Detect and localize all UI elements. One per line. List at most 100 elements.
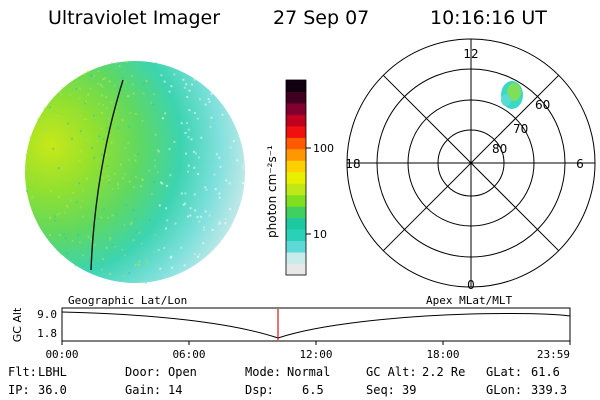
speckle-pixel	[25, 167, 28, 170]
speckle-pixel	[137, 153, 140, 156]
timeline-axis-title: GC Alt	[11, 307, 24, 342]
timeline-ymin: 1.8	[37, 327, 57, 340]
speckle-pixel	[165, 184, 168, 187]
speckle-pixel	[156, 149, 159, 151]
speckle-pixel	[60, 93, 63, 96]
speckle-pixel	[99, 83, 102, 86]
speckle-pixel	[93, 156, 96, 159]
speckle-pixel	[157, 249, 160, 252]
speckle-pixel	[43, 96, 46, 99]
speckle-pixel	[170, 85, 173, 88]
colorbar-swatch	[286, 160, 306, 173]
speckle-pixel	[46, 131, 49, 134]
speckle-pixel	[161, 117, 164, 120]
speckle-pixel	[29, 275, 32, 278]
speckle-pixel	[107, 216, 110, 219]
speckle-pixel	[45, 171, 48, 174]
speckle-pixel	[224, 222, 227, 225]
speckle-pixel	[64, 149, 67, 152]
timeline-frame	[61, 307, 571, 342]
speckle-pixel	[142, 92, 145, 95]
speckle-pixel	[132, 92, 135, 95]
speckle-pixel	[39, 140, 42, 142]
colorbar-swatch	[286, 114, 306, 127]
speckle-pixel	[61, 122, 64, 124]
speckle-pixel	[153, 276, 156, 279]
speckle-pixel	[113, 245, 116, 248]
speckle-pixel	[77, 273, 80, 276]
speckle-pixel	[86, 177, 88, 180]
speckle-pixel	[130, 221, 133, 224]
speckle-pixel	[89, 87, 92, 90]
speckle-pixel	[134, 218, 137, 221]
speckle-pixel	[80, 150, 83, 153]
speckle-pixel	[43, 107, 46, 110]
colorbar-swatch	[286, 148, 306, 161]
speckle-pixel	[40, 101, 42, 104]
speckle-pixel	[210, 81, 212, 84]
speckle-pixel	[207, 98, 210, 100]
speckle-pixel	[113, 172, 116, 175]
speckle-pixel	[93, 243, 96, 246]
speckle-pixel	[229, 146, 232, 149]
speckle-pixel	[56, 213, 59, 216]
speckle-pixel	[46, 73, 49, 76]
glat-label: GLat:	[486, 365, 522, 379]
speckle-pixel	[61, 60, 64, 63]
speckle-pixel	[129, 223, 132, 226]
ip-label: IP:	[8, 383, 30, 397]
speckle-pixel	[161, 182, 164, 185]
speckle-pixel	[193, 112, 196, 114]
speckle-pixel	[102, 177, 104, 180]
speckle-pixel	[47, 267, 50, 270]
speckle-pixel	[205, 188, 208, 191]
speckle-pixel	[43, 240, 46, 243]
speckle-pixel	[36, 258, 39, 261]
seq-label: Seq:	[366, 383, 395, 397]
speckle-pixel	[139, 185, 142, 188]
speckle-pixel	[85, 139, 88, 142]
speckle-pixel	[185, 83, 188, 86]
speckle-pixel	[109, 272, 112, 275]
speckle-pixel	[34, 237, 37, 240]
speckle-pixel	[62, 233, 65, 236]
speckle-pixel	[40, 96, 43, 99]
speckle-pixel	[163, 80, 166, 83]
speckle-pixel	[242, 94, 245, 97]
speckle-pixel	[135, 175, 137, 178]
speckle-pixel	[63, 211, 66, 214]
speckle-pixel	[44, 259, 46, 262]
speckle-pixel	[79, 206, 82, 209]
speckle-pixel	[226, 64, 228, 67]
speckle-pixel	[150, 101, 153, 104]
colorbar-swatch	[286, 91, 306, 104]
speckle-pixel	[118, 65, 121, 68]
speckle-pixel	[66, 204, 69, 207]
speckle-pixel	[220, 70, 222, 73]
mlt-label-18: 18	[345, 157, 360, 171]
speckle-pixel	[141, 178, 143, 181]
speckle-pixel	[165, 279, 168, 282]
colorbar-swatch	[286, 125, 306, 138]
instrument-title: Ultraviolet Imager	[48, 7, 220, 29]
speckle-pixel	[74, 265, 77, 268]
speckle-pixel	[81, 199, 84, 202]
speckle-pixel	[208, 100, 211, 103]
colorbar-swatch	[286, 229, 306, 242]
speckle-pixel	[57, 141, 60, 144]
speckle-pixel	[109, 237, 112, 239]
terminator-line	[90, 79, 124, 271]
speckle-pixel	[191, 83, 193, 86]
speckle-pixel	[108, 179, 111, 182]
speckle-pixel	[183, 264, 186, 267]
speckle-pixel	[160, 74, 163, 77]
speckle-pixel	[172, 276, 175, 279]
speckle-pixel	[56, 114, 59, 117]
colorbar-swatch	[286, 206, 306, 219]
speckle-pixel	[58, 174, 61, 177]
speckle-pixel	[215, 153, 218, 156]
speckle-pixel	[186, 122, 188, 124]
speckle-pixel	[132, 239, 135, 241]
speckle-pixel	[163, 246, 166, 249]
speckle-pixel	[189, 207, 192, 210]
